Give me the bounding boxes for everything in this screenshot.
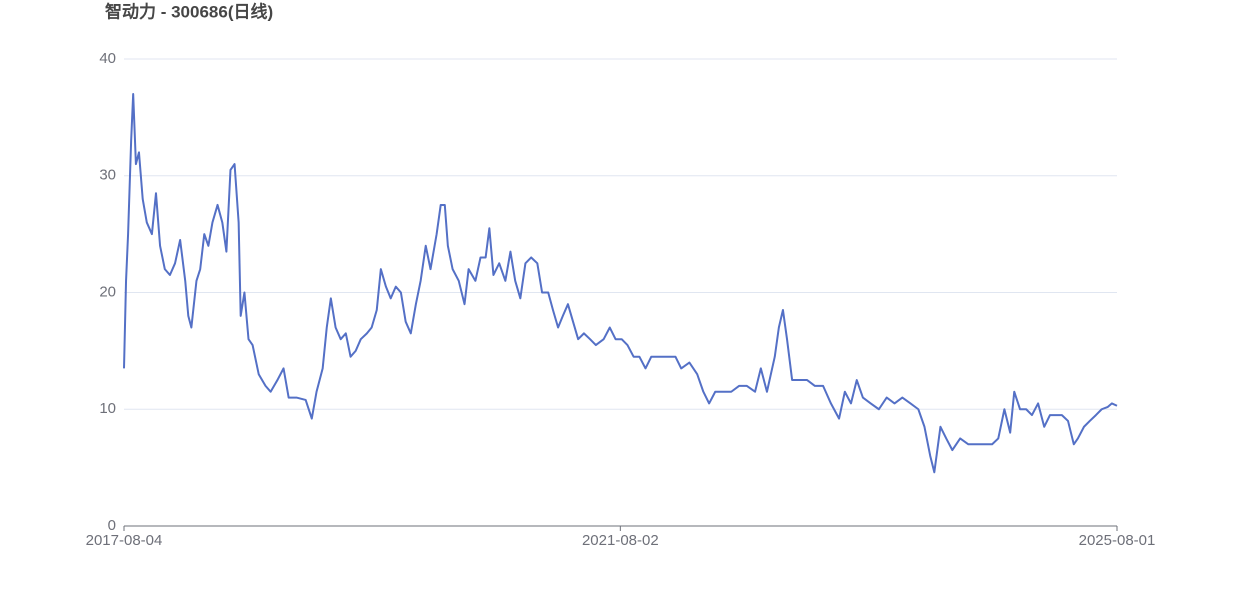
chart-title: 智动力 - 300686(日线) xyxy=(105,1,273,21)
x-tick-label: 2017-08-04 xyxy=(86,532,163,549)
y-tick-label: 40 xyxy=(99,50,116,67)
y-tick-label: 20 xyxy=(99,283,116,300)
y-tick-label: 10 xyxy=(99,400,116,417)
price-line xyxy=(123,93,1118,474)
x-tick-label: 2025-08-01 xyxy=(1079,532,1156,549)
y-tick-label: 30 xyxy=(99,167,116,184)
y-tick-label: 0 xyxy=(108,517,116,534)
x-tick-label: 2021-08-02 xyxy=(582,532,659,549)
